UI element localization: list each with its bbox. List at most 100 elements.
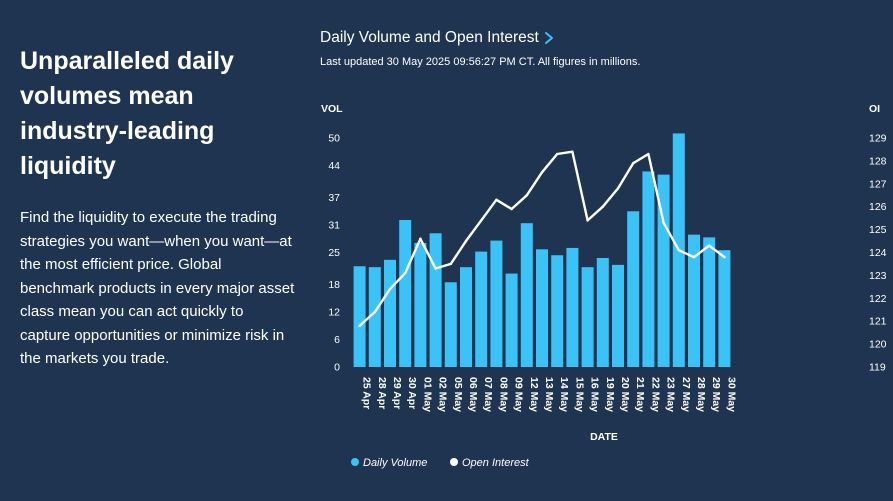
- chart-title-link[interactable]: Daily Volume and Open Interest: [320, 28, 640, 48]
- open-interest-point[interactable]: [449, 262, 452, 266]
- open-interest-point[interactable]: [632, 161, 635, 165]
- open-interest-point[interactable]: [692, 255, 696, 259]
- right-axis-tick: 122: [869, 293, 887, 305]
- chevron-right-icon[interactable]: [543, 31, 555, 45]
- open-interest-point[interactable]: [373, 310, 376, 314]
- open-interest-point[interactable]: [464, 239, 468, 243]
- volume-bar[interactable]: [627, 211, 640, 367]
- x-axis-tick: 15 May: [573, 377, 585, 412]
- volume-bar[interactable]: [475, 251, 488, 367]
- left-axis-tick: 37: [328, 192, 340, 204]
- legend-swatch-daily-volume: [351, 458, 359, 466]
- volume-bar[interactable]: [490, 240, 503, 367]
- x-axis-tick: 06 May: [467, 377, 479, 412]
- x-axis-tick: 07 May: [482, 377, 494, 412]
- left-axis-tick: 31: [328, 220, 340, 232]
- open-interest-point[interactable]: [434, 267, 437, 270]
- right-axis-tick: 120: [869, 339, 887, 351]
- x-axis-tick: 22 May: [649, 377, 661, 412]
- volume-bar[interactable]: [596, 257, 609, 367]
- open-interest-point[interactable]: [419, 237, 422, 240]
- hero-headline: Unparalleled daily volumes mean industry…: [20, 47, 234, 180]
- x-axis-tick: 25 Apr: [361, 377, 373, 409]
- right-axis-tick: 129: [869, 133, 887, 145]
- volume-bar[interactable]: [581, 267, 594, 367]
- x-axis-tick: 19 May: [604, 377, 616, 412]
- volume-bar[interactable]: [642, 171, 655, 367]
- volume-bar[interactable]: [703, 237, 716, 367]
- volume-bar[interactable]: [399, 219, 412, 367]
- volume-bar[interactable]: [520, 223, 533, 367]
- open-interest-point[interactable]: [404, 271, 407, 275]
- left-axis-tick: 0: [334, 362, 340, 374]
- volume-bar[interactable]: [505, 273, 518, 367]
- open-interest-point[interactable]: [510, 207, 513, 211]
- x-axis-tick: 02 May: [437, 377, 449, 412]
- volume-bar[interactable]: [718, 250, 731, 367]
- x-axis-tick: 27 May: [680, 377, 692, 412]
- left-axis-tick: 18: [328, 279, 340, 291]
- volume-bar[interactable]: [384, 259, 396, 367]
- legend-label-open-interest[interactable]: Open Interest: [462, 457, 530, 469]
- open-interest-point[interactable]: [723, 255, 726, 259]
- x-axis-tick: 23 May: [665, 377, 677, 412]
- open-interest-point[interactable]: [662, 221, 665, 224]
- open-interest-point[interactable]: [571, 150, 574, 153]
- x-axis-tick: 28 May: [695, 377, 707, 412]
- open-interest-point[interactable]: [556, 152, 559, 156]
- volume-bar[interactable]: [612, 264, 624, 367]
- volume-bar[interactable]: [353, 266, 366, 367]
- x-axis-tick: 29 Apr: [391, 377, 403, 409]
- left-axis-label: VOL: [321, 103, 343, 115]
- right-axis-tick: 125: [869, 224, 887, 236]
- x-axis-tick: 13 May: [543, 377, 555, 412]
- hero-section: Unparalleled daily volumes mean industry…: [20, 44, 295, 371]
- left-axis-tick: 6: [334, 334, 340, 346]
- x-axis-tick: 28 Apr: [376, 377, 388, 409]
- volume-bar[interactable]: [657, 174, 670, 367]
- right-axis-tick: 126: [869, 201, 887, 213]
- x-axis-tick: 14 May: [558, 377, 570, 412]
- legend-swatch-open-interest: [450, 458, 458, 466]
- right-axis-tick: 121: [869, 316, 887, 328]
- open-interest-point[interactable]: [358, 324, 361, 327]
- x-axis-tick: 09 May: [513, 377, 525, 412]
- open-interest-point[interactable]: [677, 249, 680, 252]
- volume-bar[interactable]: [566, 247, 579, 367]
- left-axis-tick: 50: [328, 133, 340, 145]
- open-interest-point[interactable]: [616, 187, 620, 190]
- x-axis-tick: 05 May: [452, 377, 464, 412]
- volume-bar[interactable]: [444, 282, 457, 367]
- hero-body: Find the liquidity to execute the tradin…: [20, 209, 295, 367]
- open-interest-point[interactable]: [586, 219, 589, 222]
- x-axis-tick: 16 May: [589, 377, 601, 412]
- open-interest-point[interactable]: [540, 171, 544, 174]
- volume-bar[interactable]: [414, 242, 427, 367]
- right-axis-tick: 127: [869, 178, 887, 190]
- open-interest-point[interactable]: [601, 205, 604, 208]
- open-interest-point[interactable]: [388, 287, 392, 291]
- volume-bar[interactable]: [688, 234, 700, 367]
- open-interest-point[interactable]: [647, 152, 650, 156]
- chart-title[interactable]: Daily Volume and Open Interest: [320, 29, 539, 46]
- right-axis-tick: 124: [869, 247, 887, 259]
- open-interest-point[interactable]: [495, 198, 498, 202]
- left-axis-tick: 25: [328, 247, 340, 259]
- x-axis-tick: 21 May: [634, 377, 646, 412]
- open-interest-point[interactable]: [525, 194, 528, 197]
- volume-bar[interactable]: [368, 267, 381, 367]
- open-interest-point[interactable]: [708, 244, 711, 247]
- volume-bar[interactable]: [460, 267, 472, 367]
- volume-bar[interactable]: [551, 255, 564, 367]
- open-interest-point[interactable]: [480, 219, 483, 222]
- chart-subtitle: Last updated 30 May 2025 09:56:27 PM CT.…: [320, 56, 641, 68]
- right-axis-tick: 123: [869, 270, 887, 282]
- x-axis-tick: 12 May: [528, 377, 540, 412]
- x-axis-tick: 29 May: [710, 377, 722, 412]
- volume-bar[interactable]: [536, 249, 548, 367]
- x-axis-tick: 20 May: [619, 377, 631, 412]
- legend-label-daily-volume[interactable]: Daily Volume: [363, 457, 427, 469]
- chart-legend: Daily Volume Open Interest: [351, 457, 530, 469]
- volume-bar[interactable]: [429, 233, 442, 367]
